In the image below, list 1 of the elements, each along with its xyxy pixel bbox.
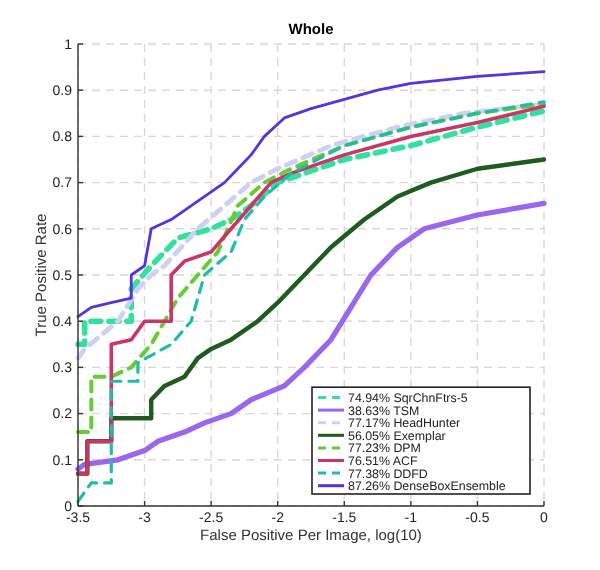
line-series bbox=[76, 70, 546, 318]
